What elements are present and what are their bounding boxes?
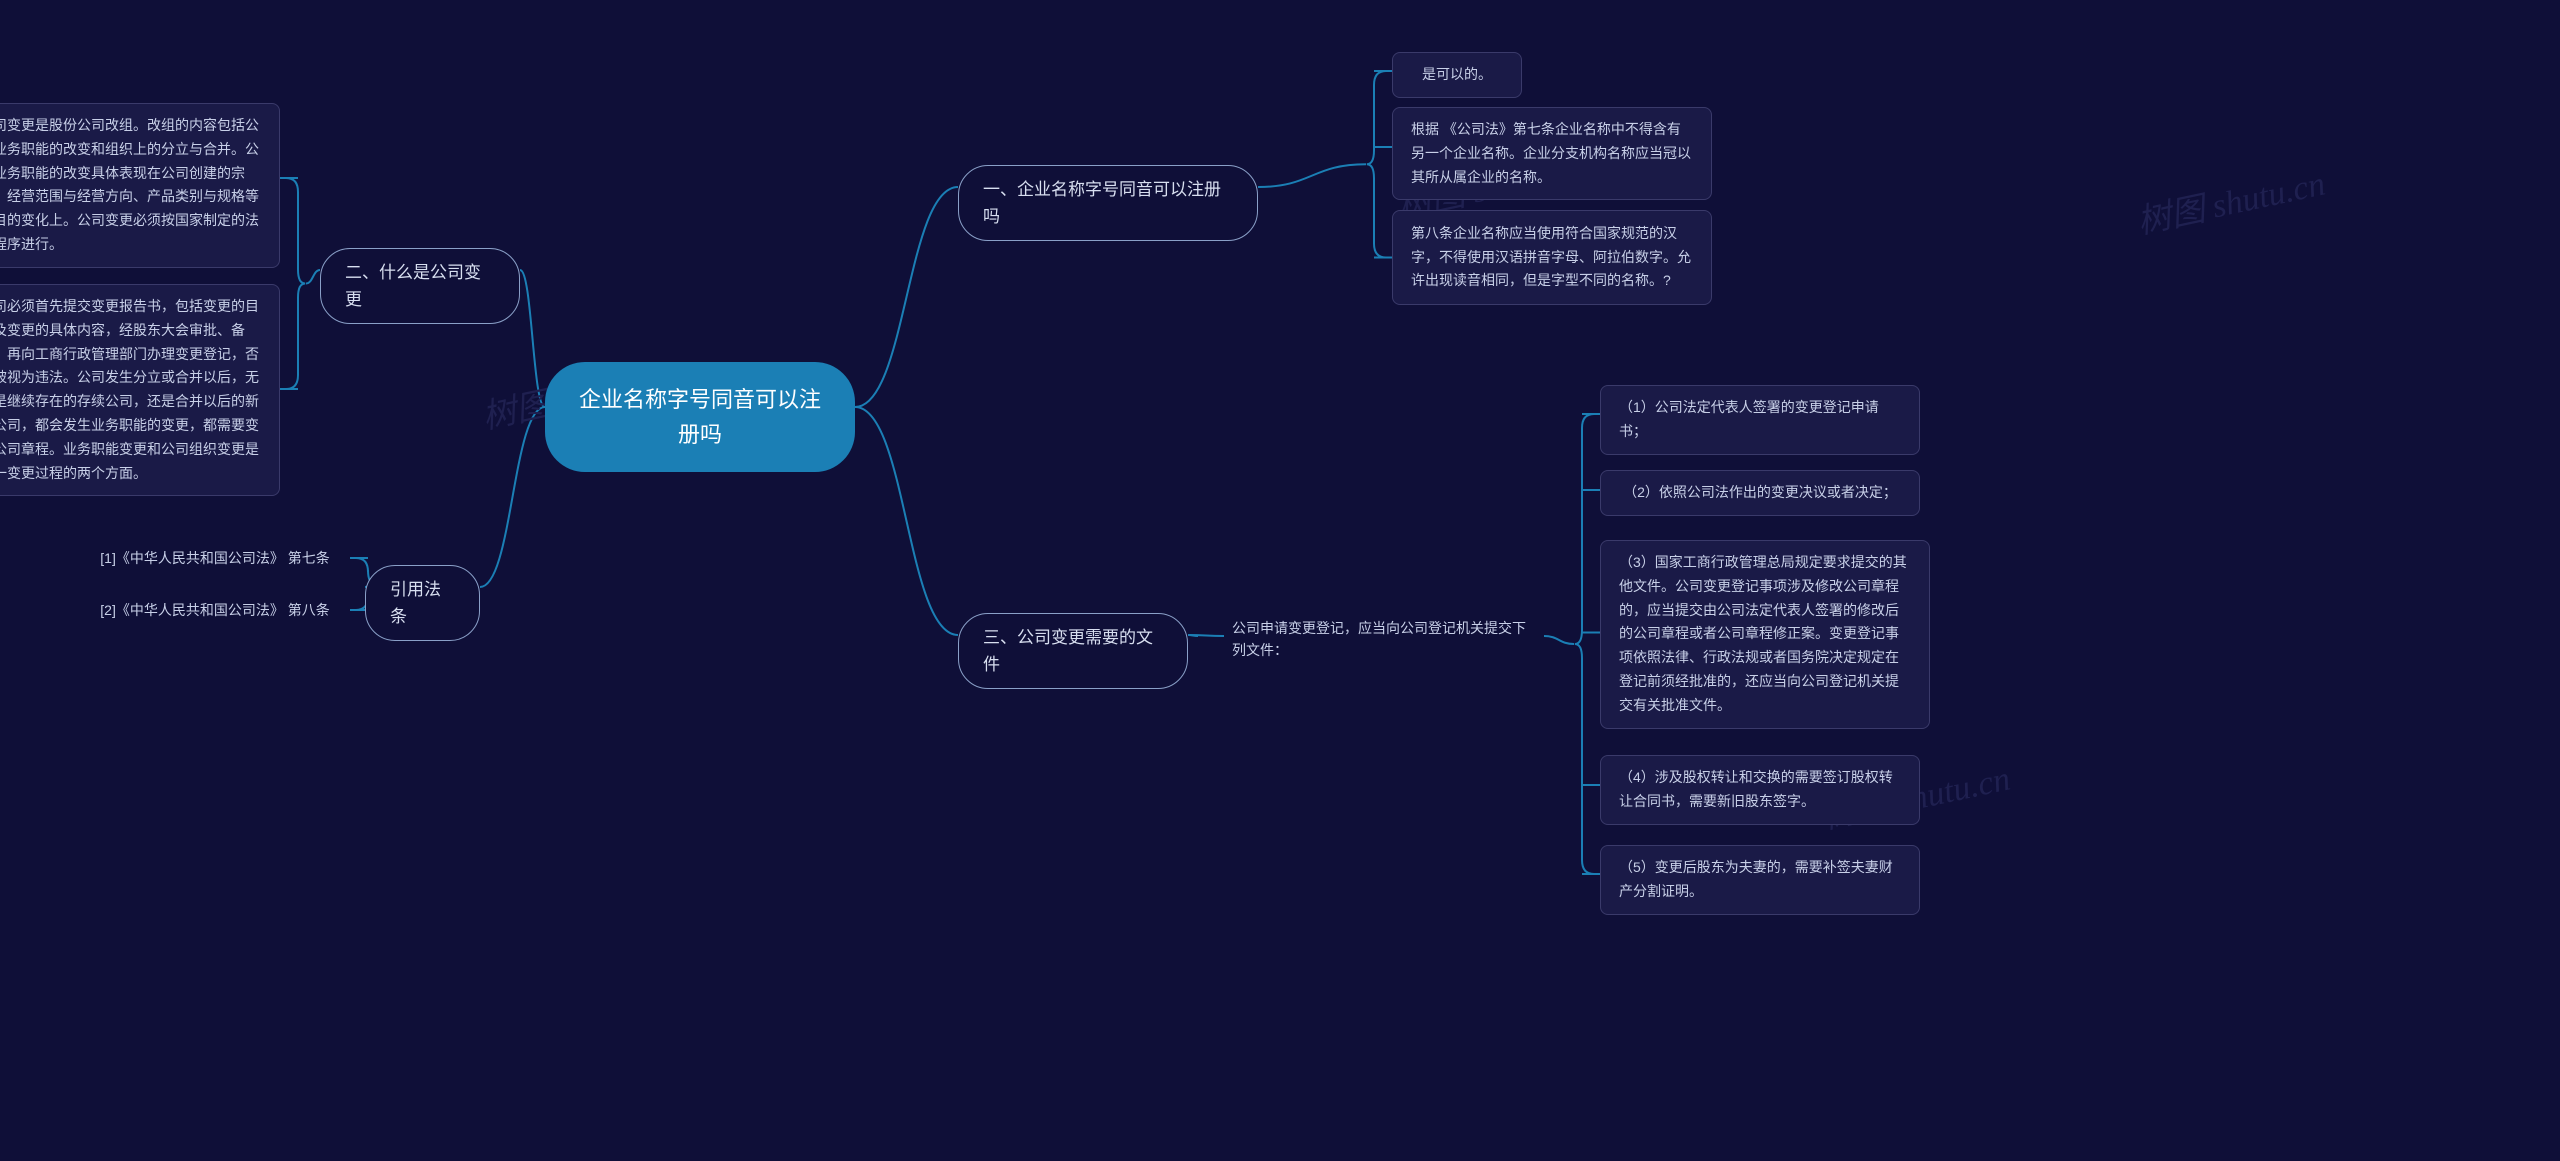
- node-b3c4-label: （4）涉及股权转让和交换的需要签订股权转让合同书，需要新旧股东签字。: [1619, 766, 1901, 814]
- node-b1c3-label: 第八条企业名称应当使用符合国家规范的汉字，不得使用汉语拼音字母、阿拉伯数字。允许…: [1411, 222, 1693, 293]
- branch-b3[interactable]: 三、公司变更需要的文件: [958, 613, 1188, 689]
- node-b3c5: （5）变更后股东为夫妻的，需要补签夫妻财产分割证明。: [1600, 845, 1920, 915]
- node-b3c4: （4）涉及股权转让和交换的需要签订股权转让合同书，需要新旧股东签字。: [1600, 755, 1920, 825]
- node-b3c2-label: （2）依照公司法作出的变更决议或者决定；: [1623, 481, 1897, 505]
- node-b1c2-label: 根据 《公司法》第七条企业名称中不得含有另一个企业名称。企业分支机构名称应当冠以…: [1411, 118, 1693, 189]
- branch-b1[interactable]: 一、企业名称字号同音可以注册吗: [958, 165, 1258, 241]
- node-b3c1-label: （1）公司法定代表人签署的变更登记申请书；: [1619, 396, 1901, 444]
- node-b2c1: 公司变更是股份公司改组。改组的内容包括公司业务职能的改变和组织上的分立与合并。公…: [0, 103, 280, 268]
- node-b2c1-label: 公司变更是股份公司改组。改组的内容包括公司业务职能的改变和组织上的分立与合并。公…: [0, 114, 261, 257]
- node-b4c1-label: [1]《中华人民共和国公司法》 第七条: [100, 547, 329, 569]
- node-b4c2: [2]《中华人民共和国公司法》 第八条: [80, 595, 350, 625]
- node-b1c2: 根据 《公司法》第七条企业名称中不得含有另一个企业名称。企业分支机构名称应当冠以…: [1392, 107, 1712, 200]
- node-b1c1: 是可以的。: [1392, 52, 1522, 98]
- branch-b2[interactable]: 二、什么是公司变更: [320, 248, 520, 324]
- node-b4c1: [1]《中华人民共和国公司法》 第七条: [80, 543, 350, 573]
- branch-b3-label: 三、公司变更需要的文件: [983, 624, 1163, 678]
- branch-b1-label: 一、企业名称字号同音可以注册吗: [983, 176, 1233, 230]
- node-b3c3-label: （3）国家工商行政管理总局规定要求提交的其他文件。公司变更登记事项涉及修改公司章…: [1619, 551, 1911, 718]
- node-b3c1: （1）公司法定代表人签署的变更登记申请书；: [1600, 385, 1920, 455]
- node-b3c0: 公司申请变更登记，应当向公司登记机关提交下列文件：: [1224, 613, 1544, 666]
- node-b3c2: （2）依照公司法作出的变更决议或者决定；: [1600, 470, 1920, 516]
- branch-b4[interactable]: 引用法条: [365, 565, 480, 641]
- root-node[interactable]: 企业名称字号同音可以注册吗: [545, 362, 855, 472]
- node-b3c5-label: （5）变更后股东为夫妻的，需要补签夫妻财产分割证明。: [1619, 856, 1901, 904]
- root-node-label: 企业名称字号同音可以注册吗: [575, 382, 825, 452]
- branch-b4-label: 引用法条: [390, 576, 455, 630]
- node-b2c2: 公司必须首先提交变更报告书，包括变更的目的及变更的具体内容，经股东大会审批、备案…: [0, 284, 280, 496]
- node-b2c2-label: 公司必须首先提交变更报告书，包括变更的目的及变更的具体内容，经股东大会审批、备案…: [0, 295, 261, 485]
- node-b1c3: 第八条企业名称应当使用符合国家规范的汉字，不得使用汉语拼音字母、阿拉伯数字。允许…: [1392, 210, 1712, 305]
- node-b1c1-label: 是可以的。: [1422, 63, 1492, 87]
- node-b4c2-label: [2]《中华人民共和国公司法》 第八条: [100, 599, 329, 621]
- branch-b2-label: 二、什么是公司变更: [345, 259, 495, 313]
- node-b3c3: （3）国家工商行政管理总局规定要求提交的其他文件。公司变更登记事项涉及修改公司章…: [1600, 540, 1930, 729]
- node-b3c0-label: 公司申请变更登记，应当向公司登记机关提交下列文件：: [1232, 617, 1536, 662]
